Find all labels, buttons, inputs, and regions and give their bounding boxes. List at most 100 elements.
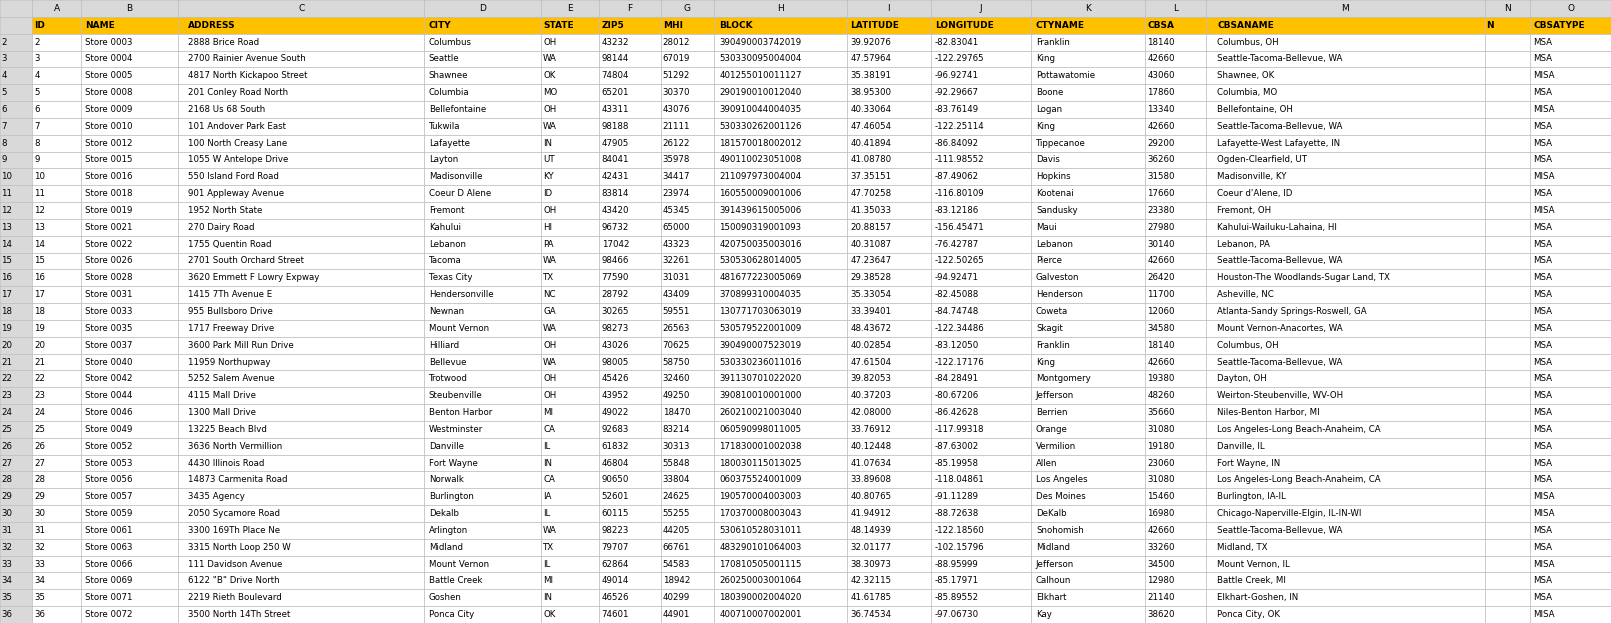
Bar [847, 539, 931, 556]
Bar [1485, 168, 1530, 185]
Bar [0, 0, 32, 17]
Text: A: A [53, 4, 60, 13]
Bar [714, 67, 847, 84]
Text: ID: ID [543, 189, 553, 198]
Bar [661, 252, 714, 269]
Bar [32, 337, 81, 354]
Bar [1485, 522, 1530, 539]
Text: 30265: 30265 [601, 307, 628, 316]
Text: 41.08780: 41.08780 [851, 156, 891, 164]
Bar [1485, 472, 1530, 488]
Text: -87.63002: -87.63002 [934, 442, 979, 450]
Text: Steubenville: Steubenville [429, 391, 483, 400]
Text: 28792: 28792 [601, 290, 628, 299]
Text: 43060: 43060 [1147, 71, 1174, 80]
Text: Columbia: Columbia [429, 88, 469, 97]
Text: 38.95300: 38.95300 [851, 88, 891, 97]
Bar [0, 101, 32, 118]
Bar [0, 202, 32, 219]
Text: Sandusky: Sandusky [1036, 206, 1078, 215]
Bar [931, 606, 1031, 623]
Text: 1755 Quentin Road: 1755 Quentin Road [188, 240, 271, 249]
Bar [424, 286, 541, 303]
Bar [1031, 235, 1145, 252]
Bar [599, 0, 661, 17]
Text: 28012: 28012 [662, 37, 690, 47]
Bar [81, 0, 179, 17]
Text: OH: OH [543, 391, 556, 400]
Text: Tukwila: Tukwila [429, 121, 461, 131]
Bar [179, 34, 424, 50]
Bar [81, 101, 179, 118]
Text: 98273: 98273 [601, 324, 628, 333]
Bar [0, 269, 32, 286]
Text: IL: IL [543, 559, 551, 569]
Bar [661, 202, 714, 219]
Bar [179, 421, 424, 438]
Text: 21111: 21111 [662, 121, 690, 131]
Bar [1530, 488, 1611, 505]
Text: L: L [1173, 4, 1178, 13]
Text: 260250003001064: 260250003001064 [720, 576, 802, 586]
Bar [1145, 0, 1207, 17]
Text: 29: 29 [34, 492, 45, 502]
Bar [599, 556, 661, 573]
Bar [179, 118, 424, 135]
Bar [661, 522, 714, 539]
Text: WA: WA [543, 121, 557, 131]
Bar [1485, 539, 1530, 556]
Bar [1031, 34, 1145, 50]
Bar [424, 522, 541, 539]
Text: MSA: MSA [1534, 475, 1553, 484]
Bar [0, 455, 32, 472]
Bar [81, 303, 179, 320]
Bar [1145, 421, 1207, 438]
Bar [0, 135, 32, 151]
Text: WA: WA [543, 526, 557, 535]
Bar [1530, 505, 1611, 522]
Bar [541, 337, 599, 354]
Bar [81, 235, 179, 252]
Bar [714, 101, 847, 118]
Text: WA: WA [543, 358, 557, 366]
Bar [1530, 522, 1611, 539]
Text: MO: MO [543, 88, 557, 97]
Text: MSA: MSA [1534, 391, 1553, 400]
Text: Ogden-Clearfield, UT: Ogden-Clearfield, UT [1218, 156, 1308, 164]
Text: J: J [979, 4, 983, 13]
Bar [179, 522, 424, 539]
Bar [1031, 488, 1145, 505]
Bar [32, 421, 81, 438]
Text: 530330262001126: 530330262001126 [720, 121, 802, 131]
Text: 530330236011016: 530330236011016 [720, 358, 802, 366]
Bar [1530, 573, 1611, 589]
Text: OK: OK [543, 71, 556, 80]
Text: Mount Vernon: Mount Vernon [429, 559, 490, 569]
Text: MSA: MSA [1534, 324, 1553, 333]
Text: 47.70258: 47.70258 [851, 189, 891, 198]
Bar [714, 438, 847, 455]
Bar [1530, 17, 1611, 34]
Text: OK: OK [543, 610, 556, 619]
Bar [714, 488, 847, 505]
Text: 901 Appleway Avenue: 901 Appleway Avenue [188, 189, 284, 198]
Text: 36: 36 [2, 610, 13, 619]
Bar [32, 505, 81, 522]
Bar [1031, 118, 1145, 135]
Text: 150090319001093: 150090319001093 [720, 223, 801, 232]
Text: Weirton-Steubenville, WV-OH: Weirton-Steubenville, WV-OH [1218, 391, 1344, 400]
Bar [81, 252, 179, 269]
Text: -96.92741: -96.92741 [934, 71, 979, 80]
Text: 60115: 60115 [601, 509, 628, 518]
Text: 49022: 49022 [601, 408, 628, 417]
Bar [424, 269, 541, 286]
Text: Danville: Danville [429, 442, 464, 450]
Text: 43076: 43076 [662, 105, 690, 114]
Text: Dayton, OH: Dayton, OH [1218, 374, 1268, 383]
Bar [32, 320, 81, 337]
Text: 42660: 42660 [1147, 358, 1174, 366]
Bar [931, 505, 1031, 522]
Text: -84.28491: -84.28491 [934, 374, 979, 383]
Text: Store 0021: Store 0021 [85, 223, 132, 232]
Text: 31: 31 [2, 526, 13, 535]
